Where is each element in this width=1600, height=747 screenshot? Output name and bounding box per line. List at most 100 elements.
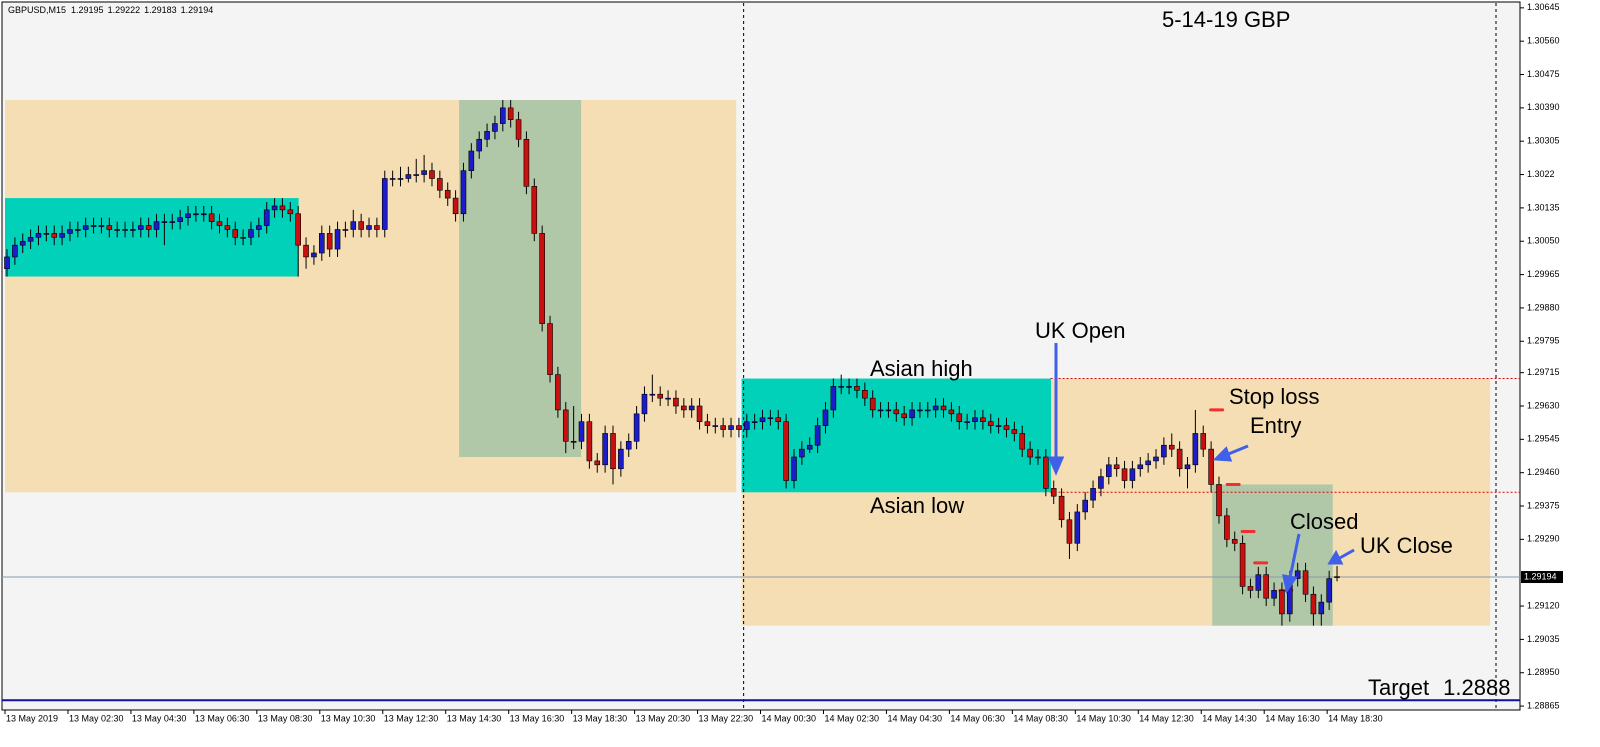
candle-body bbox=[1310, 593, 1317, 615]
y-tick-label: 1.3022 bbox=[1527, 169, 1555, 179]
x-tick-label: 14 May 16:30 bbox=[1265, 713, 1320, 723]
candle-body bbox=[1050, 488, 1057, 497]
candle-body bbox=[389, 178, 396, 180]
y-tick-label: 1.29290 bbox=[1527, 534, 1560, 544]
x-tick-label: 13 May 06:30 bbox=[195, 713, 250, 723]
high: 1.29222 bbox=[108, 5, 141, 15]
candle-body bbox=[1263, 574, 1269, 599]
arrow-head bbox=[1327, 549, 1344, 565]
x-tick-label: 13 May 08:30 bbox=[258, 713, 313, 723]
candle-body bbox=[429, 170, 435, 179]
candle-body bbox=[271, 205, 278, 211]
candle-body bbox=[539, 233, 545, 324]
arrow bbox=[1225, 444, 1249, 457]
candle-body bbox=[932, 405, 939, 411]
y-tick-label: 1.29715 bbox=[1527, 367, 1560, 377]
x-tick-label: 13 May 14:30 bbox=[447, 713, 502, 723]
open: 1.29195 bbox=[71, 5, 104, 15]
target-text: Target bbox=[1368, 675, 1429, 700]
candle-body bbox=[263, 209, 270, 226]
candle-body bbox=[256, 225, 262, 230]
candle-body bbox=[1294, 570, 1301, 579]
target-label: Target 1.2888 bbox=[1368, 675, 1510, 700]
candle-body bbox=[633, 413, 640, 442]
current-price-box bbox=[1521, 571, 1563, 584]
annotation: UK Close bbox=[1360, 533, 1453, 558]
y-tick-label: 1.30560 bbox=[1527, 36, 1560, 46]
candle-body bbox=[177, 217, 183, 222]
candle-body bbox=[1302, 570, 1309, 595]
candle-body bbox=[1082, 499, 1088, 513]
low: 1.29183 bbox=[144, 5, 177, 15]
candle-body bbox=[940, 405, 947, 411]
candle-body bbox=[1168, 444, 1175, 450]
candle-body bbox=[27, 237, 34, 242]
arrow bbox=[1288, 533, 1301, 579]
candle-body bbox=[1043, 456, 1049, 489]
candle-body bbox=[688, 405, 695, 411]
x-tick-label: 13 May 20:30 bbox=[636, 713, 691, 723]
candle-body bbox=[145, 225, 152, 230]
candle-body bbox=[1074, 511, 1081, 544]
candle-body bbox=[326, 233, 333, 250]
annotation: Stop loss bbox=[1229, 384, 1320, 409]
candle-body bbox=[720, 425, 726, 430]
candle-body bbox=[1098, 476, 1104, 489]
candle-body bbox=[452, 197, 459, 215]
candle-body bbox=[303, 244, 309, 258]
zone bbox=[5, 100, 737, 493]
candle-body bbox=[610, 433, 616, 470]
candle-body bbox=[90, 225, 97, 227]
candle-body bbox=[987, 421, 994, 426]
annotation: Asian low bbox=[870, 493, 964, 518]
candle-body bbox=[751, 421, 758, 423]
x-tick-label: 13 May 02:30 bbox=[69, 713, 124, 723]
candle-body bbox=[1113, 464, 1120, 470]
candle-body bbox=[1192, 433, 1199, 466]
candle-body bbox=[1019, 433, 1026, 450]
candle-body bbox=[1271, 590, 1277, 599]
candle-body bbox=[413, 174, 420, 176]
candle-body bbox=[822, 409, 829, 426]
candle-body bbox=[1066, 519, 1073, 544]
y-tick-label: 1.28950 bbox=[1527, 667, 1560, 677]
x-tick-label: 14 May 14:30 bbox=[1202, 713, 1257, 723]
candle-body bbox=[193, 213, 199, 216]
candle-body bbox=[421, 170, 427, 175]
candle-body bbox=[704, 421, 711, 426]
chart-title: 5-14-19 GBP bbox=[1162, 7, 1290, 32]
candle-body bbox=[673, 397, 679, 407]
candle-body bbox=[200, 213, 207, 216]
candle-body bbox=[224, 225, 231, 230]
candle-body bbox=[4, 256, 10, 270]
candle-body bbox=[169, 221, 176, 223]
arrow bbox=[1337, 548, 1355, 561]
candle-body bbox=[279, 205, 286, 211]
candle-body bbox=[75, 229, 81, 231]
x-tick-label: 13 May 18:30 bbox=[573, 713, 628, 723]
candle-body bbox=[570, 440, 577, 443]
x-tick-label: 13 May 2019 bbox=[6, 713, 58, 723]
zone bbox=[5, 198, 299, 277]
candle-body bbox=[625, 440, 632, 450]
y-tick-label: 1.28865 bbox=[1527, 700, 1560, 710]
candle-body bbox=[1318, 601, 1325, 615]
candle-body bbox=[1279, 590, 1285, 615]
candle-body bbox=[492, 123, 498, 132]
candle-body bbox=[1326, 578, 1332, 603]
candle-body bbox=[995, 425, 1002, 427]
x-tick-label: 13 May 12:30 bbox=[384, 713, 439, 723]
candle-body bbox=[35, 233, 42, 238]
candle-body bbox=[1106, 464, 1112, 477]
candle-body bbox=[618, 448, 624, 470]
candle-body bbox=[869, 397, 876, 411]
candle-body bbox=[216, 221, 223, 226]
y-tick-label: 1.29965 bbox=[1527, 269, 1560, 279]
candle-body bbox=[122, 229, 128, 231]
candle-body bbox=[909, 409, 915, 419]
candle-body bbox=[1208, 448, 1214, 485]
y-tick-label: 1.29460 bbox=[1527, 467, 1560, 477]
candle-body bbox=[311, 252, 317, 258]
candle-body bbox=[649, 393, 656, 396]
